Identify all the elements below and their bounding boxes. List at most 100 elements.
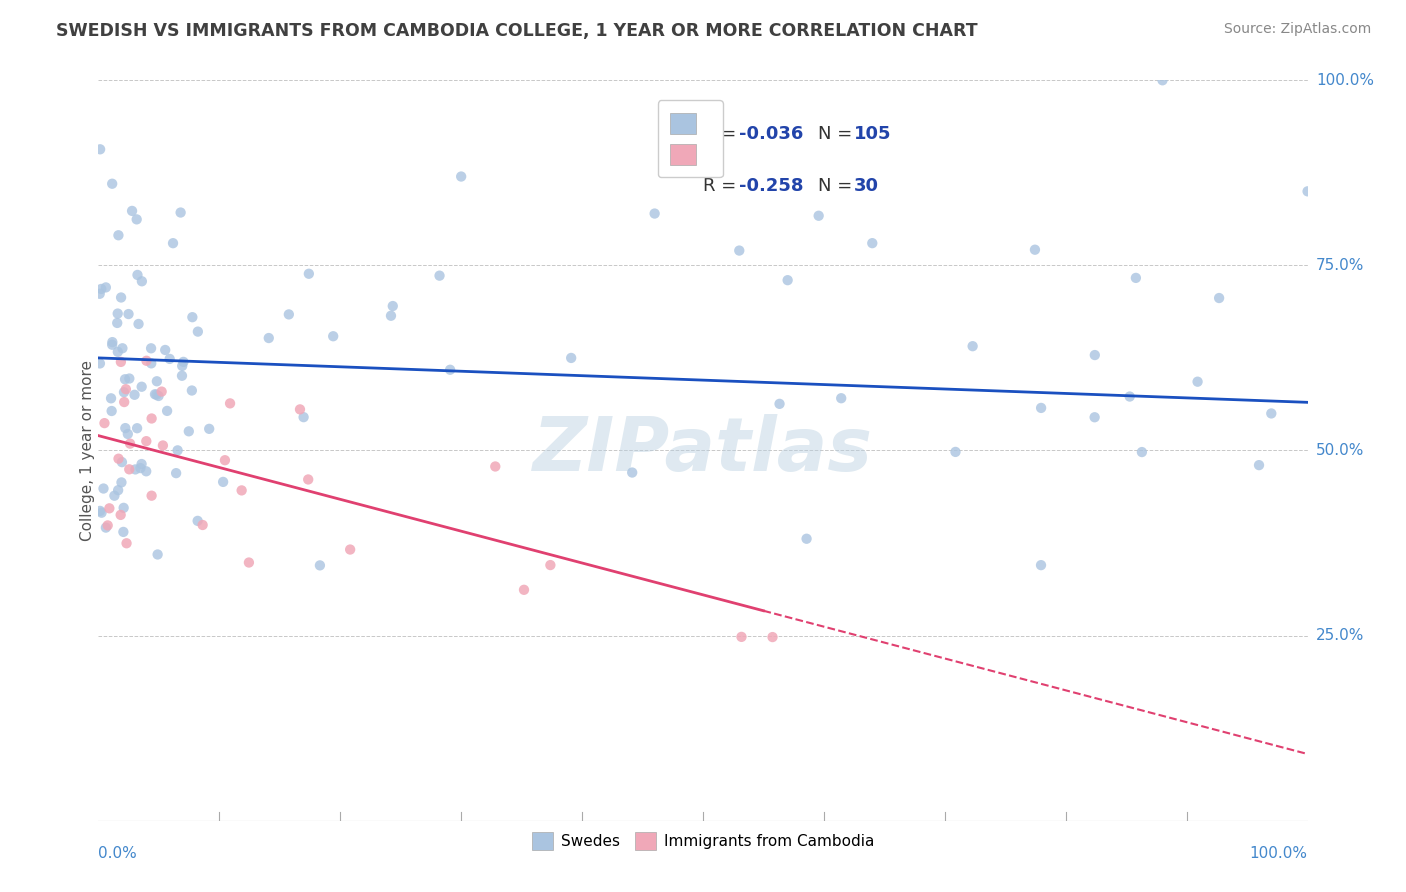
Point [298,267,321,281]
Legend: Swedes, Immigrants from Cambodia: Swedes, Immigrants from Cambodia [524,824,882,857]
Point [1130,445,1153,459]
Point [187,325,209,339]
Point [768,397,790,411]
Point [429,268,451,283]
Point [450,169,472,184]
Point [181,310,204,325]
Point [107,307,129,321]
Point [110,475,132,490]
Point [484,459,506,474]
Point [169,205,191,219]
Text: 105: 105 [855,125,891,143]
Point [962,339,984,353]
Text: 50.0%: 50.0% [1316,443,1364,458]
Point [107,344,129,359]
Point [380,309,402,323]
Point [214,453,236,467]
Point [1024,243,1046,257]
Point [292,410,315,425]
Point [538,558,561,572]
Point [1084,410,1107,425]
Point [513,582,536,597]
Point [112,500,135,515]
Point [146,374,169,388]
Point [166,443,188,458]
Point [93,482,115,496]
Point [129,461,152,475]
Point [231,483,253,498]
Point [150,384,173,399]
Point [156,404,179,418]
Point [162,236,184,251]
Point [177,425,200,439]
Text: SWEDISH VS IMMIGRANTS FROM CAMBODIA COLLEGE, 1 YEAR OR MORE CORRELATION CHART: SWEDISH VS IMMIGRANTS FROM CAMBODIA COLL… [56,22,977,40]
Point [101,177,124,191]
Point [110,291,132,305]
Point [128,317,150,331]
Point [439,363,461,377]
Point [101,337,124,351]
Point [131,457,153,471]
Point [124,388,146,402]
Text: 25.0%: 25.0% [1316,628,1364,643]
Point [1152,73,1174,87]
Point [309,558,332,573]
Point [141,411,163,425]
Point [89,286,111,301]
Point [180,384,202,398]
Point [90,282,112,296]
Point [89,504,111,518]
Point [115,382,138,396]
Point [1208,291,1230,305]
Point [155,343,177,357]
Point [148,389,170,403]
Point [107,451,129,466]
Point [117,427,139,442]
Point [112,385,135,400]
Point [101,335,124,350]
Text: 100.0%: 100.0% [1316,73,1374,87]
Point [796,532,818,546]
Point [1118,390,1140,404]
Point [644,206,666,220]
Point [297,473,319,487]
Text: R =: R = [703,177,742,194]
Point [761,630,783,644]
Point [131,274,153,288]
Point [141,356,163,370]
Point [124,462,146,476]
Point [143,387,166,401]
Text: ZIPatlas: ZIPatlas [533,414,873,487]
Point [107,483,129,498]
Point [187,514,209,528]
Text: 75.0%: 75.0% [1316,258,1364,273]
Point [114,372,136,386]
Point [135,464,157,478]
Point [322,329,344,343]
Point [145,387,167,401]
Point [110,355,132,369]
Point [111,341,134,355]
Point [141,489,163,503]
Point [94,520,117,534]
Point [127,268,149,282]
Point [152,438,174,452]
Point [191,518,214,533]
Text: N =: N = [818,125,858,143]
Point [238,556,260,570]
Point [100,392,122,406]
Point [100,404,122,418]
Point [135,434,157,449]
Point [114,421,136,435]
Point [90,506,112,520]
Point [807,209,830,223]
Text: 100.0%: 100.0% [1250,846,1308,861]
Point [107,228,129,243]
Point [89,142,111,156]
Point [1187,375,1209,389]
Point [277,307,299,321]
Point [98,501,121,516]
Text: 30: 30 [855,177,879,194]
Point [1125,271,1147,285]
Point [198,422,221,436]
